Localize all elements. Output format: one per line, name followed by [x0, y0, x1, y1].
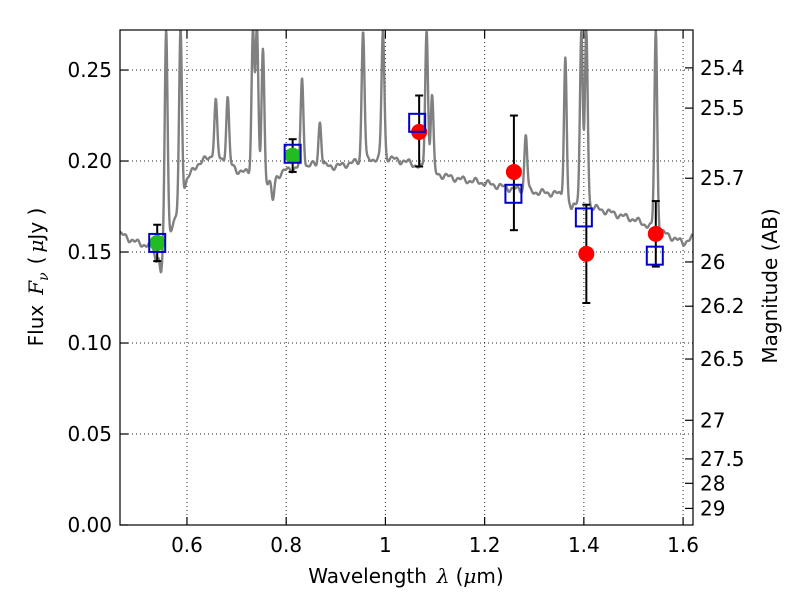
- y-axis-title: Flux Fν ( μJy ): [24, 208, 52, 347]
- x-axis-symbol: λ: [436, 564, 450, 588]
- magnitude-tick-label: 27.5: [700, 447, 745, 471]
- x-tick-label: 0.8: [270, 533, 302, 557]
- x-tick-label: 1.4: [568, 533, 600, 557]
- model-spectrum-line: [120, 30, 693, 274]
- model-photometry-square: [574, 207, 593, 228]
- plot-frame: [119, 29, 694, 526]
- nir-detection-point: [505, 163, 522, 180]
- x-axis-unit-rest: m): [476, 564, 503, 588]
- plot-background: [120, 30, 693, 525]
- y-tick-label: 0.00: [67, 513, 112, 537]
- model-photometry-square: [148, 232, 167, 253]
- magnitude-axis-title: Magnitude (AB): [758, 208, 782, 363]
- model-photometry-square: [408, 112, 427, 133]
- x-axis: 0.6 0.8 1 1.2 1.4 1.6: [171, 30, 699, 557]
- optical-detection-point: [149, 234, 166, 251]
- y-axis-symbol-sub: ν: [36, 272, 52, 281]
- y-axis-unit-open: (: [24, 257, 48, 265]
- y-tick-label: 0.10: [67, 331, 112, 355]
- magnitude-tick-label: 25.5: [700, 96, 745, 120]
- model-photometry-square: [283, 143, 302, 164]
- y-tick-label: 0.20: [67, 149, 112, 173]
- x-tick-label: 1.2: [469, 533, 501, 557]
- magnitude-tick-label: 26.5: [700, 347, 745, 371]
- y-tick-label: 0.15: [67, 240, 112, 264]
- magnitude-tick-label: 26: [700, 250, 725, 274]
- x-tick-label: 1.6: [667, 533, 699, 557]
- magnitude-tick-label: 25.7: [700, 166, 745, 190]
- y-axis-title-text: Flux: [24, 305, 48, 347]
- x-tick-label: 1: [379, 533, 392, 557]
- magnitude-tick-label: 26.2: [700, 294, 745, 318]
- y-axis-symbol-main: F: [24, 280, 48, 296]
- x-axis-unit-mu: μ: [463, 564, 476, 588]
- x-axis-unit-open: (: [456, 564, 464, 588]
- magnitude-tick-label: 27: [700, 408, 725, 432]
- nir-detection-point: [578, 245, 595, 262]
- x-axis-title: Wavelength λ (μm): [308, 564, 503, 588]
- grid: [120, 30, 693, 525]
- model-photometry-square: [645, 245, 664, 266]
- y-axis: 0.00 0.05 0.10 0.15 0.20 0.25: [67, 58, 128, 537]
- y-axis-unit-mu: μ: [24, 240, 48, 253]
- magnitude-tick-label: 25.4: [700, 56, 745, 80]
- magnitude-tick-label: 29: [700, 496, 725, 520]
- x-tick-label: 0.6: [171, 533, 203, 557]
- marker-layer: [148, 112, 664, 266]
- optical-detection-point: [284, 147, 301, 164]
- spectrum-layer: [120, 30, 693, 274]
- model-photometry-square: [504, 183, 523, 204]
- y-tick-label: 0.25: [67, 58, 112, 82]
- magnitude-tick-label: 28: [700, 471, 725, 495]
- y-axis-unit-rest: Jy ): [24, 208, 48, 242]
- x-axis-title-text: Wavelength: [308, 564, 427, 588]
- y-tick-label: 0.05: [67, 422, 112, 446]
- nir-detection-point: [647, 225, 664, 242]
